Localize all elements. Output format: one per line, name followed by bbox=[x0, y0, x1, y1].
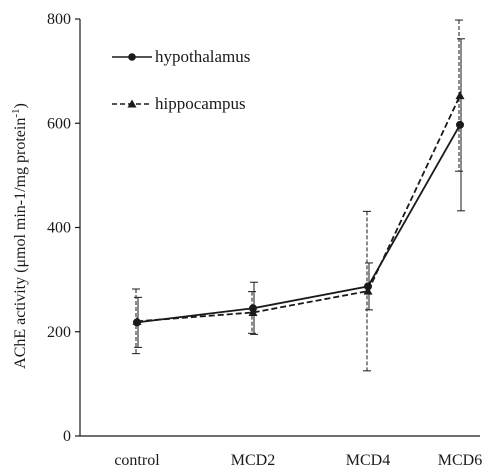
x-ticks: control MCD2 MCD4 MCD6 bbox=[114, 452, 482, 468]
y-axis-title-main: AChE activity (μmol min-1/mg protein bbox=[12, 118, 29, 369]
series-layer bbox=[132, 19, 465, 372]
y-axis-title-superscript: -1 bbox=[10, 108, 22, 117]
data-point bbox=[132, 316, 142, 325]
data-point bbox=[455, 91, 465, 100]
series-hippocampus bbox=[132, 19, 465, 372]
series-line bbox=[136, 124, 461, 324]
series-hypothalamus bbox=[133, 38, 465, 348]
data-point bbox=[363, 286, 373, 295]
legend: hypothalamus hippocampus bbox=[112, 47, 250, 113]
data-point bbox=[456, 120, 464, 129]
legend-label: hypothalamus bbox=[155, 47, 250, 66]
y-ticks: 0 200 400 600 800 bbox=[47, 11, 80, 445]
legend-marker bbox=[128, 53, 136, 61]
y-axis-title: AChE activity (μmol min-1/mg protein-1) bbox=[10, 103, 29, 369]
x-tick-label: MCD4 bbox=[346, 452, 390, 468]
axes bbox=[79, 19, 480, 437]
y-axis-title-close: ) bbox=[12, 103, 29, 108]
y-tick-label: 200 bbox=[47, 324, 71, 341]
y-tick-label: 0 bbox=[63, 428, 71, 445]
data-point bbox=[248, 307, 258, 316]
y-tick-label: 400 bbox=[47, 220, 71, 237]
x-tick-label: MCD2 bbox=[231, 452, 275, 468]
y-tick-label: 600 bbox=[47, 115, 71, 132]
legend-marker bbox=[127, 99, 137, 108]
legend-label: hippocampus bbox=[155, 94, 246, 113]
x-tick-label: control bbox=[114, 452, 160, 468]
x-tick-label: MCD6 bbox=[438, 452, 482, 468]
y-tick-label: 800 bbox=[47, 11, 71, 28]
series-line bbox=[136, 95, 461, 323]
